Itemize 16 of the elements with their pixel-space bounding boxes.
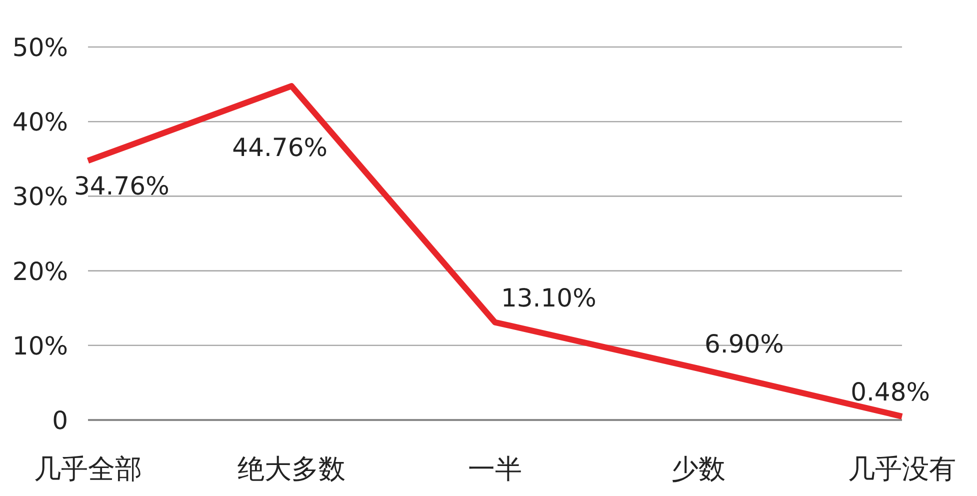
y-tick-label: 20% (12, 256, 68, 286)
y-tick-label: 30% (12, 182, 68, 212)
x-tick-label: 几乎全部 (34, 454, 142, 485)
data-label: 34.76% (74, 172, 170, 201)
x-tick-label: 少数 (672, 454, 726, 485)
data-label: 44.76% (232, 133, 328, 162)
y-tick-label: 0 (52, 406, 68, 435)
y-tick-label: 10% (12, 331, 68, 360)
x-tick-label: 几乎没有 (848, 454, 956, 485)
data-label: 6.90% (704, 330, 784, 359)
y-tick-label: 50% (12, 33, 68, 62)
data-label: 0.48% (850, 377, 930, 406)
y-tick-label: 40% (12, 108, 68, 137)
data-label: 13.10% (501, 283, 596, 312)
x-tick-label: 绝大多数 (238, 454, 346, 485)
x-tick-label: 一半 (468, 454, 522, 485)
